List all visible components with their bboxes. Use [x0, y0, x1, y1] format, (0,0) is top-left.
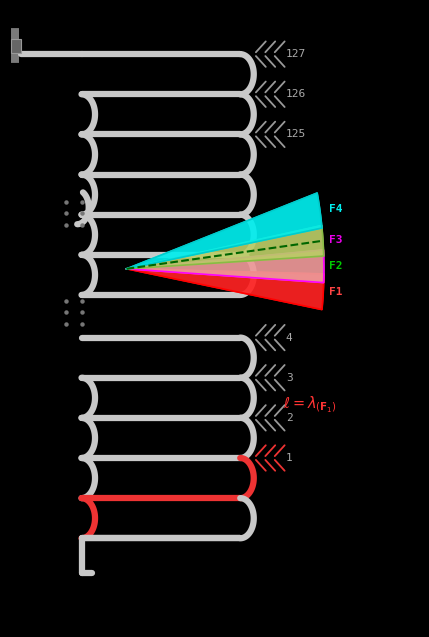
Text: F1: F1 [329, 287, 342, 297]
Bar [11, 39, 21, 53]
Polygon shape [127, 193, 322, 269]
Text: 126: 126 [286, 89, 306, 99]
Text: F2: F2 [329, 261, 342, 271]
Polygon shape [127, 269, 324, 310]
Text: 3: 3 [286, 373, 293, 383]
Text: 2: 2 [286, 413, 293, 423]
Text: 4: 4 [286, 333, 293, 343]
Text: F4: F4 [329, 204, 342, 215]
Text: 1: 1 [286, 453, 293, 463]
Text: $\ell = \lambda_{(\mathbf{F}_1)}$: $\ell = \lambda_{(\mathbf{F}_1)}$ [283, 394, 337, 415]
Polygon shape [127, 225, 324, 269]
Text: 127: 127 [286, 49, 306, 59]
Text: 125: 125 [286, 129, 306, 140]
Polygon shape [127, 250, 324, 283]
Text: F3: F3 [329, 235, 342, 245]
